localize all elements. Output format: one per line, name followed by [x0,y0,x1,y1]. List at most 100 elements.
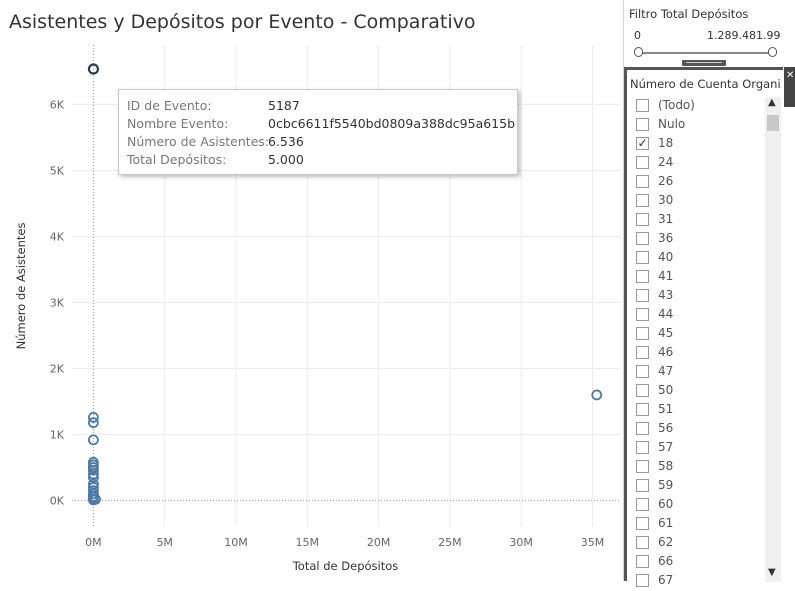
filter-checkbox[interactable] [636,555,649,568]
y-tick-label: 0K [50,495,65,508]
filter-checkbox[interactable] [636,346,649,359]
data-point[interactable] [591,389,603,401]
filter-list-item[interactable]: 58 [627,458,762,477]
tooltip-row: Número de Asistentes:6.536 [127,133,517,151]
filter-item-label: 47 [658,364,674,378]
scroll-thumb[interactable] [767,115,779,131]
tooltip-label: Nombre Evento: [127,116,229,131]
tooltip-label: Número de Asistentes: [127,134,270,149]
filter-list-item[interactable]: 50 [627,382,762,401]
filter-list-item[interactable]: 60 [627,496,762,515]
filter-checkbox[interactable] [636,194,649,207]
filter-list-item[interactable]: 45 [627,325,762,344]
filter-list-item[interactable]: 41 [627,268,762,287]
filter-checkbox[interactable] [636,308,649,321]
filter-list-item[interactable]: 62 [627,534,762,553]
filter-list-item[interactable]: 61 [627,515,762,534]
filter-checkbox[interactable] [636,517,649,530]
highlighted-point[interactable] [87,63,100,75]
data-point[interactable] [87,411,99,423]
filter-checkbox[interactable] [636,479,649,492]
filter-item-label: 51 [658,402,674,416]
filter-checkbox[interactable] [636,99,649,112]
panel-resize-grip[interactable] [682,60,726,66]
scatter-plot: 0K 1K 2K 3K 4K 5K 6K 0M 5M 10M 15M 20M 25M 30M 35M Tota… [14,45,621,573]
filter-item-label: (Todo) [658,98,695,112]
filter-checkbox[interactable] [636,251,649,264]
tooltip-row: Total Depósitos: 5.000 [127,151,517,169]
filter-item-label: Nulo [658,117,686,131]
tooltip-label: Total Depósitos: [127,152,227,167]
filter-list-item[interactable]: 67 [627,572,762,591]
filter-list-item[interactable]: 66 [627,553,762,572]
filter-list-item[interactable]: Nulo [627,116,762,135]
filter-list-item[interactable]: ✓ 18 [627,135,762,154]
filter-checkbox[interactable] [636,441,649,454]
y-tick-label: 5K [50,164,65,177]
filter-list-item[interactable]: 59 [627,477,762,496]
filter-item-label: 40 [658,250,674,264]
filter-checkbox[interactable] [636,498,649,511]
data-point[interactable] [87,468,99,480]
filter-list-item[interactable]: 31 [627,211,762,230]
filter-list-item[interactable]: 57 [627,439,762,458]
range-min-value: 0 [634,29,641,42]
filter-list-item[interactable]: (Todo) [627,97,762,116]
filter-list-item[interactable]: 46 [627,344,762,363]
x-axis-label: Total de Depósitos [292,559,399,573]
filter-checkbox[interactable] [636,156,649,169]
filter-checkbox[interactable] [636,213,649,226]
x-tick-label: 35M [581,536,605,549]
filter-list-item[interactable]: 30 [627,192,762,211]
y-tick-label: 2K [50,363,65,376]
filter-list-item[interactable]: 24 [627,154,762,173]
filter-checkbox[interactable] [636,403,649,416]
filter-item-label: 60 [658,497,674,511]
data-tooltip: ID de Evento: 5187 Nombre Evento: 0cbc6611f… [118,89,518,175]
chevron-down-icon[interactable]: ▼ [768,567,776,578]
filter-item-label: 46 [658,345,674,359]
filter-item-label: 41 [658,269,674,283]
filter-list-item[interactable]: 26 [627,173,762,192]
data-point[interactable] [87,464,99,476]
filter-list-item[interactable]: 43 [627,287,762,306]
filter-list-item[interactable]: 36 [627,230,762,249]
filter-item-label: 24 [658,155,674,169]
filter-checkbox[interactable] [636,175,649,188]
filter-list-item[interactable]: 51 [627,401,762,420]
data-point[interactable] [87,472,99,483]
filter-checkbox[interactable] [636,270,649,283]
filter-item-label: 26 [658,174,674,188]
filter-checkbox[interactable] [636,536,649,549]
filter-checkbox[interactable] [636,422,649,435]
filter-list-item[interactable]: 40 [627,249,762,268]
filter-checkbox[interactable] [636,327,649,340]
chart-title: Asistentes y Depósitos por Evento - Comp… [9,11,476,33]
chart-panel: Asistentes y Depósitos por Evento - Comp… [9,0,624,581]
filter-checkbox[interactable]: ✓ [636,136,649,150]
list-scrollbar[interactable]: ▲ ▼ [765,97,781,582]
filter-checkbox[interactable] [636,365,649,378]
filter-list-item[interactable]: 56 [627,420,762,439]
range-slider-max-handle[interactable] [768,47,777,57]
side-panel-tab[interactable]: ✕ [784,67,795,107]
filter-checkbox[interactable] [636,460,649,473]
filter-checkbox[interactable] [636,289,649,302]
y-tick-label: 3K [50,297,65,310]
filter-list-item[interactable]: 44 [627,306,762,325]
data-point[interactable] [87,478,99,490]
chevron-up-icon[interactable]: ▲ [768,97,776,108]
filter-checkbox[interactable] [636,384,649,397]
filter-checkbox[interactable] [636,232,649,245]
filter-item-label: 59 [658,478,674,492]
data-point[interactable] [90,493,101,505]
close-icon[interactable]: ✕ [786,70,795,81]
filter-checkbox[interactable] [636,118,649,131]
data-point[interactable] [87,434,99,446]
filter-list-item[interactable]: 47 [627,363,762,382]
filter-item-label: 57 [658,440,674,454]
data-point[interactable] [87,417,99,429]
range-slider-track[interactable] [639,52,773,54]
filter-item-label: 30 [658,193,674,207]
range-slider-min-handle[interactable] [634,47,643,57]
